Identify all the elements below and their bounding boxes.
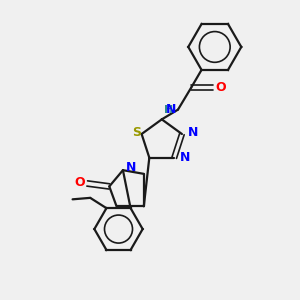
Text: N: N (166, 103, 176, 116)
Text: N: N (126, 161, 136, 174)
Text: S: S (132, 126, 141, 139)
Text: H: H (164, 105, 174, 115)
Text: N: N (179, 151, 190, 164)
Text: O: O (74, 176, 85, 188)
Text: O: O (216, 81, 226, 94)
Text: N: N (188, 126, 198, 139)
